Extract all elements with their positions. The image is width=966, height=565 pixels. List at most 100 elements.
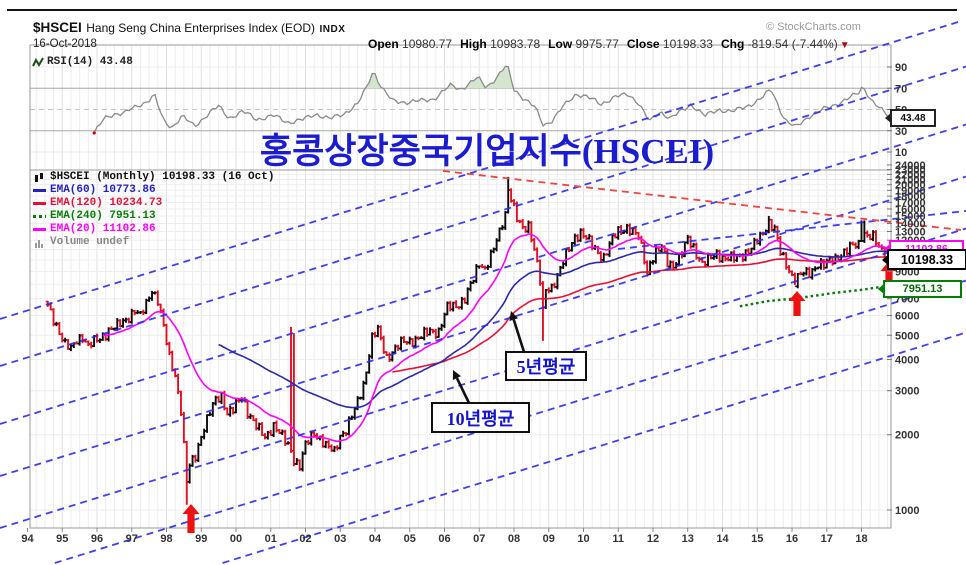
axis-label: 18 <box>855 533 867 545</box>
red-trendline <box>442 170 962 231</box>
last-price-flag: 10198.33 <box>887 249 966 270</box>
axis-label: 17 <box>821 533 833 545</box>
ema60-line <box>218 247 888 409</box>
rsi-overbought-fill <box>447 83 456 89</box>
chg-value: -819.54 (-7.44%) <box>747 37 838 51</box>
callout-10yr-average: 10년평균 <box>431 402 530 433</box>
instrument-name: Hang Seng China Enterprises Index (EOD) <box>86 21 316 35</box>
rsi-legend-label: RSI(14) 43.48 <box>47 56 133 68</box>
axis-label: 17000 <box>895 197 926 209</box>
axis-label: 14 <box>716 533 729 545</box>
ema240-value-flag: 7951.13 <box>883 280 962 298</box>
axis-label: 08 <box>508 533 520 545</box>
legend-row-volume: Volume undef <box>33 236 274 249</box>
down-triangle-icon: ▼ <box>839 40 850 51</box>
quote-date: 16-Oct-2018 <box>33 38 97 50</box>
dotted-line-swatch-icon <box>33 215 46 218</box>
rsi-line <box>93 65 890 134</box>
axis-label: 19000 <box>895 185 926 197</box>
axis-label: 05 <box>404 533 416 545</box>
copyright-note: © StockCharts.com <box>766 21 861 33</box>
axis-label: 21000 <box>895 174 926 186</box>
axis-label: 09 <box>543 533 555 545</box>
histogram-icon <box>35 239 43 248</box>
axis-label: 13000 <box>895 227 926 239</box>
axis-label: 94 <box>21 533 34 545</box>
axis-label: 16 <box>786 533 798 545</box>
legend-label: EMA(60) 10773.86 <box>50 184 156 196</box>
axis-label: 24000 <box>895 160 926 172</box>
axis-label: 03 <box>334 533 346 545</box>
price-legend: $HSCEI (Monthly) 10198.33 (16 Oct) EMA(6… <box>33 171 274 249</box>
axis-label: 11 <box>612 533 624 545</box>
axis-label: 70 <box>895 83 907 95</box>
axis-label: 02 <box>299 533 311 545</box>
legend-label: $HSCEI (Monthly) 10198.33 (16 Oct) <box>50 171 275 183</box>
axis-label: 4000 <box>895 354 919 366</box>
legend-row-ema240: EMA(240) 7951.13 <box>33 210 274 223</box>
rsi-value-flag: 43.48 <box>890 109 936 127</box>
rsi-legend: RSI(14) 43.48 <box>32 56 133 68</box>
axis-label: 6000 <box>895 310 919 322</box>
top-border-rule <box>7 9 957 11</box>
price-bars <box>45 176 890 505</box>
axis-label: 10 <box>895 147 907 159</box>
blue-trendlines <box>0 21 966 564</box>
axis-label: 23000 <box>895 165 926 177</box>
axis-label: 90 <box>895 62 907 74</box>
ema20-line <box>102 233 888 443</box>
legend-label: Volume undef <box>50 236 130 248</box>
rsi-start-dot <box>92 131 96 135</box>
x-axis-labels: 94 95 96 97 98 99 00 01 02 03 04 05 06 07 08 09 10 11 12 13… <box>21 528 868 545</box>
axis-label: 1000 <box>895 505 919 517</box>
rsi-panel <box>92 65 890 135</box>
low-label: Low <box>548 37 573 51</box>
grid <box>29 44 892 529</box>
callout-arrows <box>452 311 526 404</box>
candlestick-icon <box>35 172 43 182</box>
y-axis-labels: 2400023000220002100020000190001800017000… <box>887 62 926 517</box>
axis-label: 04 <box>369 533 382 545</box>
axis-label: 00 <box>230 533 242 545</box>
open-value: 10980.77 <box>402 37 453 51</box>
axis-label: 97 <box>126 533 138 545</box>
legend-label: EMA(120) 10234.73 <box>50 197 163 209</box>
axis-label: 5000 <box>895 330 919 342</box>
axis-label: 99 <box>195 533 207 545</box>
legend-label: EMA(20) 11102.86 <box>50 223 156 235</box>
legend-row-ema20: EMA(20) 11102.86 <box>33 223 274 236</box>
chart-header: $HSCEI Hang Seng China Enterprises Index… <box>33 19 345 37</box>
axis-label: 14000 <box>895 218 926 230</box>
axis-label: 20000 <box>895 180 926 192</box>
legend-row-hscei: $HSCEI (Monthly) 10198.33 (16 Oct) <box>33 171 274 184</box>
axis-label: 15000 <box>895 211 926 223</box>
rsi-chart-icon <box>32 57 44 67</box>
axis-label: 01 <box>265 533 277 545</box>
axis-label: 15 <box>751 533 763 545</box>
line-swatch-icon <box>33 202 46 205</box>
open-label: Open <box>368 37 399 51</box>
high-value: 10983.78 <box>490 37 541 51</box>
high-label: High <box>460 37 487 51</box>
callout-5yr-average: 5년평균 <box>505 351 587 381</box>
ema120-line <box>392 256 888 373</box>
axis-label: 2000 <box>895 430 919 442</box>
line-swatch-icon <box>33 228 46 231</box>
axis-label: 95 <box>56 533 68 545</box>
chg-label: Chg <box>720 37 745 51</box>
close-value: 10198.33 <box>662 37 713 51</box>
axis-label: 06 <box>438 533 450 545</box>
exchange-code: INDX <box>319 24 346 35</box>
axis-label: 10 <box>577 533 589 545</box>
axis-label: 13 <box>682 533 694 545</box>
ema240-line <box>739 284 888 308</box>
axis-label: 12 <box>647 533 659 545</box>
legend-label: EMA(240) 7951.13 <box>50 210 156 222</box>
ticker-symbol: $HSCEI <box>33 20 82 35</box>
line-swatch-icon <box>33 189 46 192</box>
legend-row-ema60: EMA(60) 10773.86 <box>33 184 274 197</box>
axis-label: 07 <box>473 533 485 545</box>
axis-label: 30 <box>895 126 907 138</box>
legend-row-ema120: EMA(120) 10234.73 <box>33 197 274 210</box>
